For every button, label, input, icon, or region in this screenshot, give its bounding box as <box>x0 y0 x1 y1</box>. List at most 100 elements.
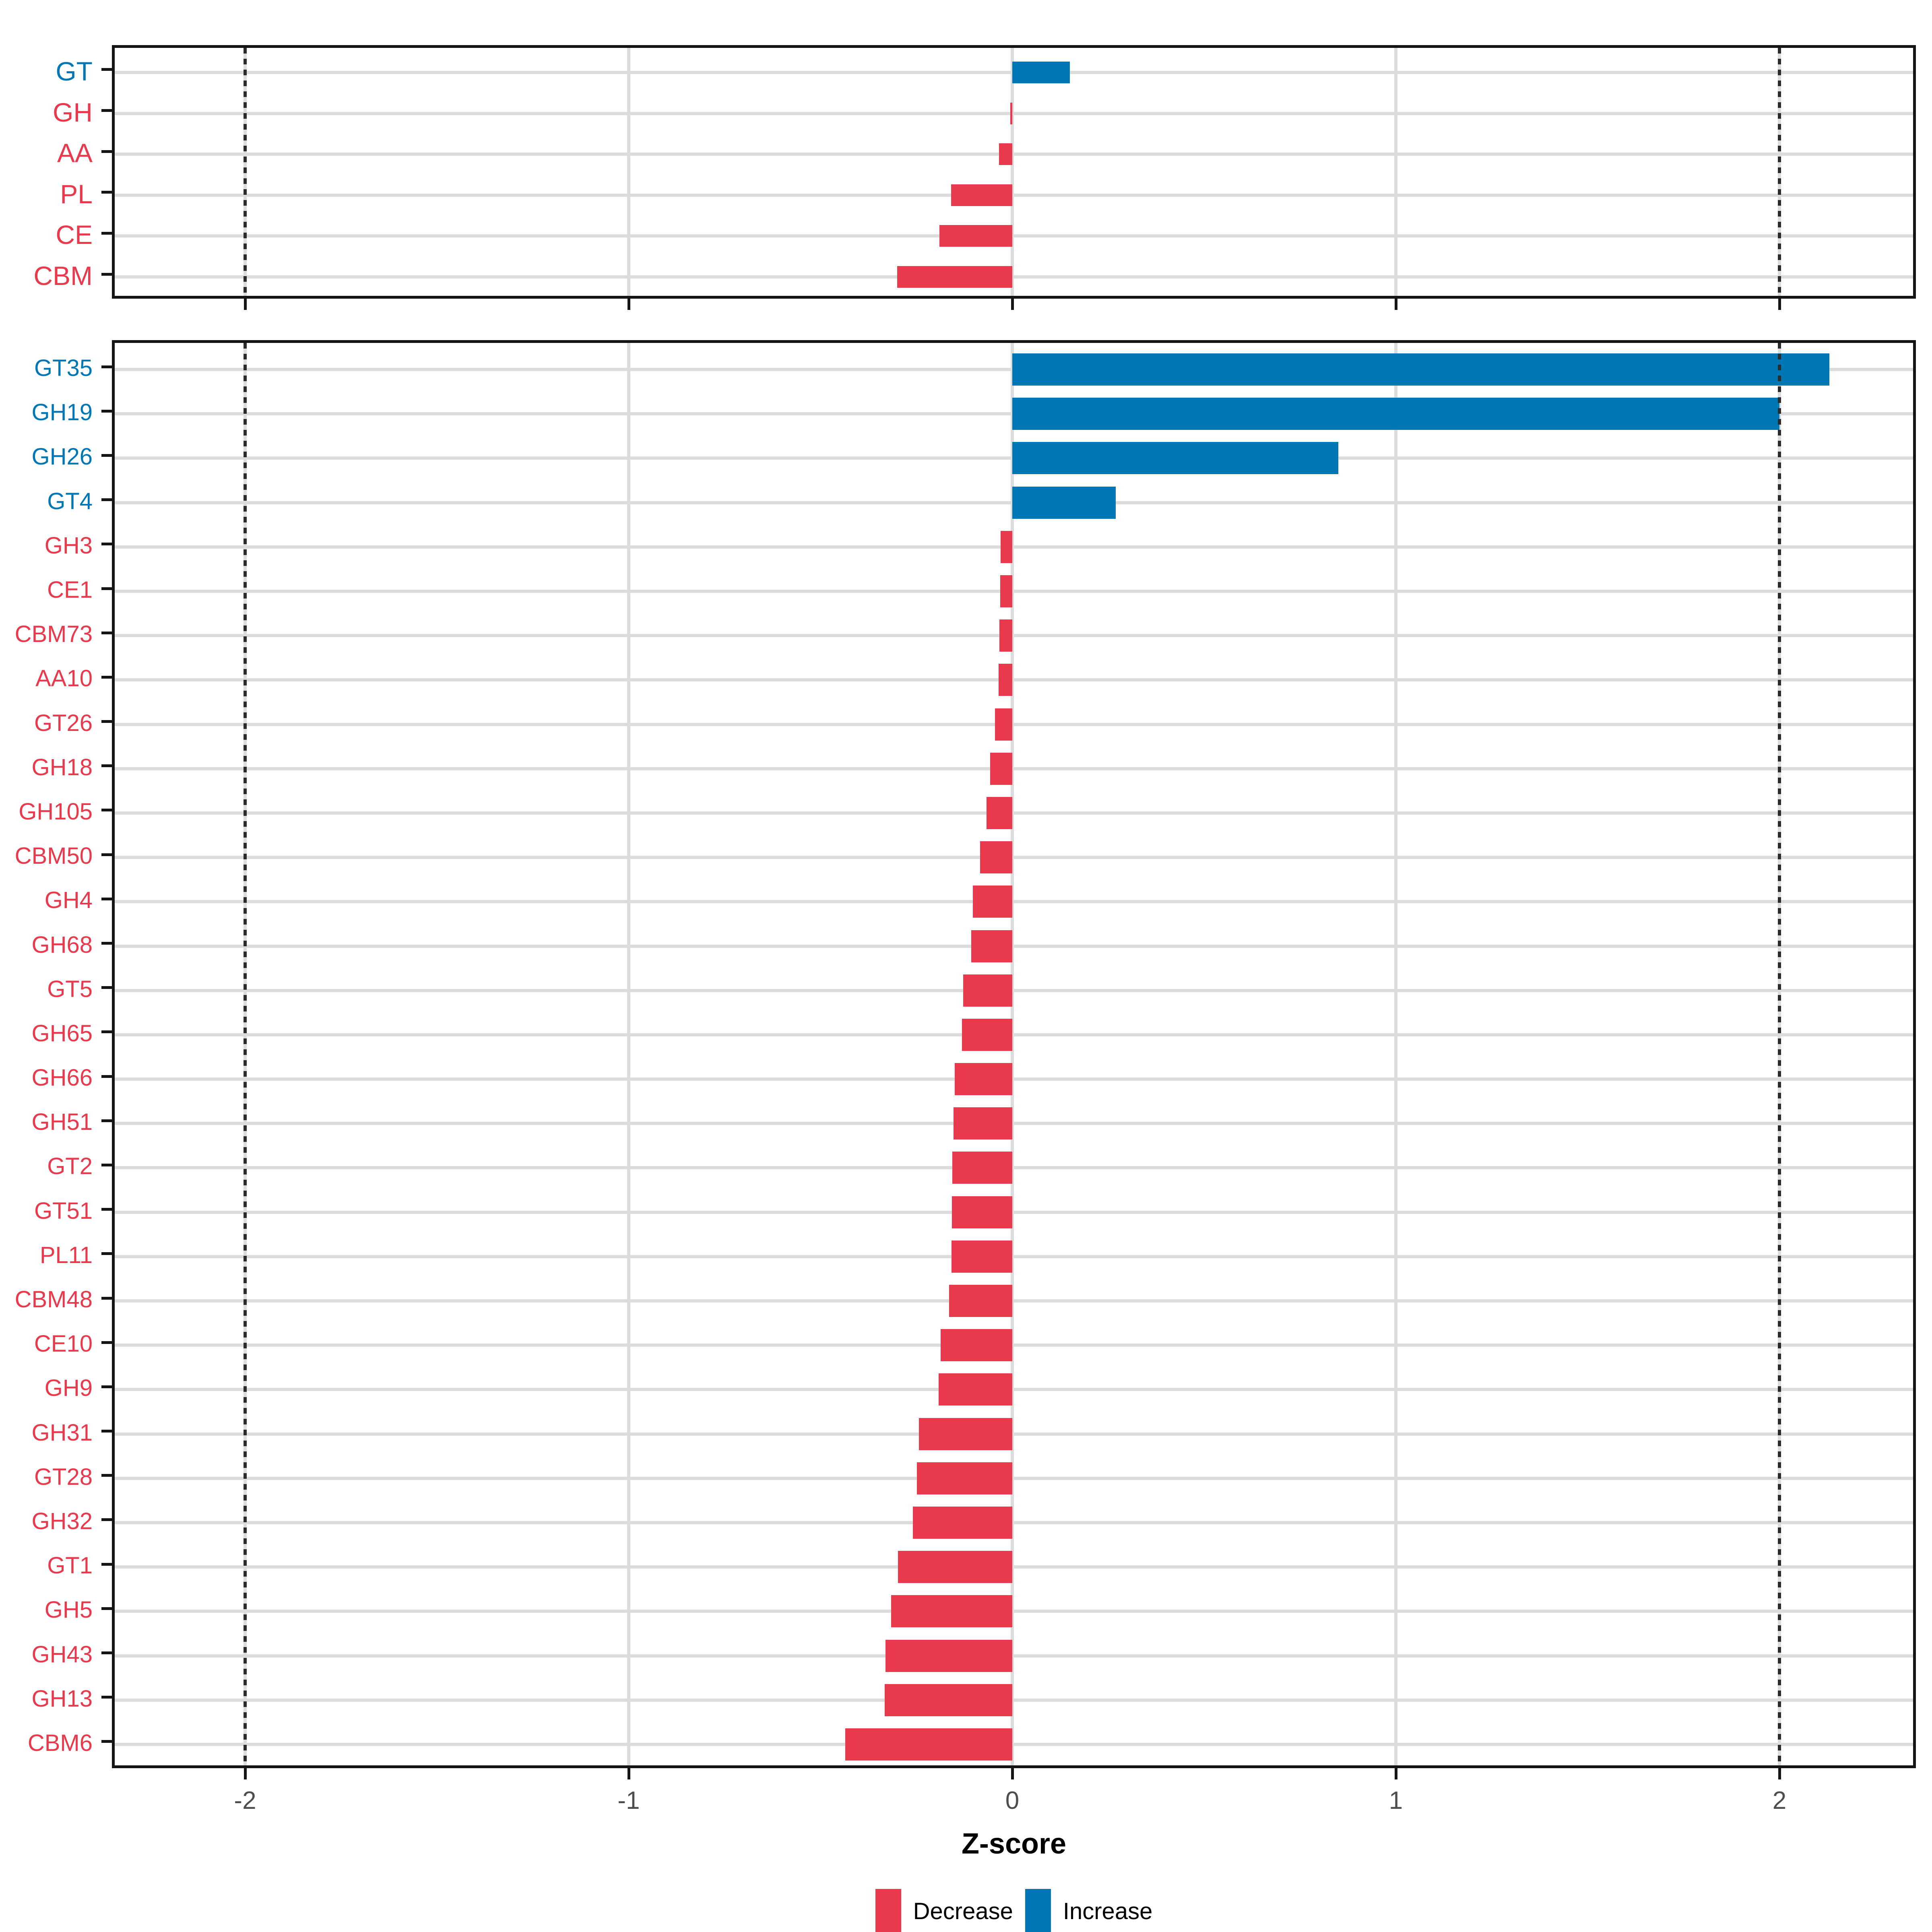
y-gridline <box>115 1388 1913 1391</box>
x-tick <box>1011 299 1014 310</box>
y-label-GH13: GH13 <box>31 1685 93 1712</box>
bar-GT28 <box>916 1462 1012 1494</box>
y-tick <box>101 1252 112 1255</box>
bar-GH4 <box>972 886 1012 918</box>
y-tick <box>101 231 112 235</box>
y-gridline <box>115 722 1913 726</box>
y-tick <box>101 897 112 900</box>
bar-CBM50 <box>980 841 1012 874</box>
bar-GH13 <box>884 1684 1012 1716</box>
y-tick <box>101 1518 112 1521</box>
x-gridline <box>627 343 630 1765</box>
y-tick <box>101 498 112 502</box>
legend-label-decrease: Decrease <box>913 1898 1013 1924</box>
legend-swatch-decrease <box>875 1889 901 1932</box>
y-label-GT26: GT26 <box>34 710 93 736</box>
y-gridline <box>115 1077 1913 1081</box>
y-gridline <box>115 1210 1913 1214</box>
bar-GT1 <box>898 1551 1012 1583</box>
bar-GH43 <box>885 1639 1012 1672</box>
y-tick <box>101 1119 112 1122</box>
bar-GH32 <box>913 1506 1012 1539</box>
y-gridline <box>115 193 1913 197</box>
y-label-GT35: GT35 <box>34 355 93 382</box>
y-label-GH43: GH43 <box>31 1641 93 1668</box>
y-tick <box>101 942 112 945</box>
y-label-CE: CE <box>56 220 93 250</box>
y-gridline <box>115 590 1913 593</box>
bar-GH <box>1010 102 1012 124</box>
x-tick <box>1394 299 1397 310</box>
y-label-CBM48: CBM48 <box>14 1286 93 1313</box>
y-label-PL: PL <box>60 179 93 209</box>
y-gridline <box>115 811 1913 815</box>
y-label-CBM: CBM <box>33 261 93 291</box>
y-gridline <box>115 1521 1913 1524</box>
y-gridline <box>115 1122 1913 1125</box>
y-tick <box>101 809 112 812</box>
y-gridline <box>115 1033 1913 1036</box>
y-label-GT: GT <box>56 56 93 86</box>
y-gridline <box>115 111 1913 115</box>
y-label-GT5: GT5 <box>47 976 93 1002</box>
y-gridline <box>115 1255 1913 1258</box>
y-label-GT1: GT1 <box>47 1552 93 1579</box>
y-tick <box>101 409 112 413</box>
x-tick <box>627 299 630 310</box>
bar-CBM <box>897 266 1012 288</box>
y-tick <box>101 1563 112 1566</box>
y-gridline <box>115 1344 1913 1347</box>
x-tick <box>244 299 247 310</box>
class-panel <box>112 45 1916 299</box>
y-tick <box>101 272 112 276</box>
y-gridline <box>115 678 1913 682</box>
y-label-GH3: GH3 <box>44 532 93 559</box>
y-label-GH4: GH4 <box>44 887 93 914</box>
y-label-PL11: PL11 <box>39 1242 93 1268</box>
reference-line-z-2 <box>244 48 247 296</box>
bar-GH26 <box>1012 442 1339 475</box>
reference-line-z2 <box>1778 48 1781 296</box>
y-label-GT2: GT2 <box>47 1153 93 1180</box>
y-label-GH66: GH66 <box>31 1065 93 1091</box>
legend-swatch-increase <box>1025 1889 1051 1932</box>
x-axis-title: Z-score <box>961 1828 1067 1860</box>
y-tick <box>101 68 112 71</box>
bar-PL11 <box>952 1240 1012 1273</box>
bar-CBM73 <box>999 619 1012 652</box>
y-tick <box>101 191 112 194</box>
y-tick <box>101 631 112 634</box>
y-label-GH31: GH31 <box>31 1419 93 1446</box>
y-label-CE1: CE1 <box>47 577 93 603</box>
y-gridline <box>115 1565 1913 1569</box>
bar-GH18 <box>990 752 1012 785</box>
y-gridline <box>115 856 1913 859</box>
bar-AA10 <box>998 664 1012 696</box>
bar-GH51 <box>954 1107 1012 1140</box>
bar-PL <box>951 184 1012 206</box>
bar-GH31 <box>919 1418 1012 1450</box>
reference-line-z-2 <box>244 343 247 1765</box>
y-gridline <box>115 1654 1913 1657</box>
y-label-GH68: GH68 <box>31 931 93 958</box>
y-gridline <box>115 989 1913 992</box>
bar-CBM6 <box>845 1728 1012 1761</box>
legend: Decrease Increase <box>112 1889 1916 1932</box>
y-tick <box>101 720 112 723</box>
y-tick <box>101 1385 112 1388</box>
y-label-GH19: GH19 <box>31 399 93 426</box>
y-gridline <box>115 234 1913 238</box>
y-label-CBM6: CBM6 <box>27 1730 93 1756</box>
bar-GH5 <box>891 1595 1012 1628</box>
y-tick <box>101 454 112 457</box>
y-label-GH18: GH18 <box>31 754 93 780</box>
bar-GH65 <box>962 1018 1012 1051</box>
y-tick <box>101 1696 112 1699</box>
bar-AA <box>999 143 1012 165</box>
y-gridline <box>115 1698 1913 1702</box>
x-gridline <box>1011 343 1014 1765</box>
x-gridline <box>1011 48 1014 296</box>
y-label-GH26: GH26 <box>31 444 93 470</box>
y-gridline <box>115 1610 1913 1613</box>
